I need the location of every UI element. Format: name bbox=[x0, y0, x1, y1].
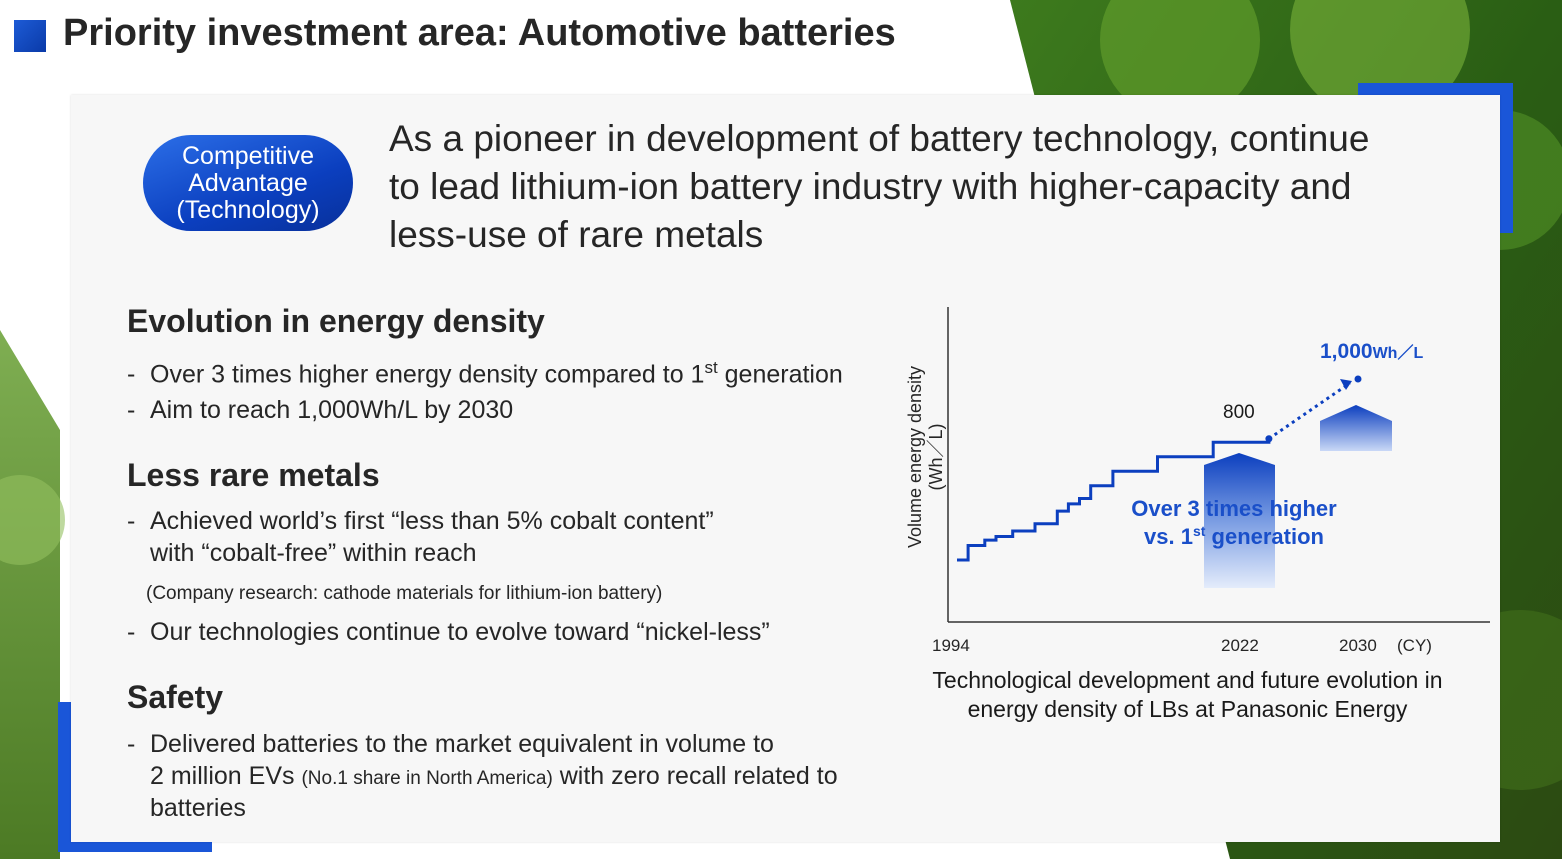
series-line-historical bbox=[957, 438, 1271, 562]
bullet-dash: - bbox=[127, 396, 136, 424]
bullet-metals-1: - Achieved world’s first “less than 5% co… bbox=[127, 505, 714, 537]
lead-line-3: less-use of rare metals bbox=[389, 214, 764, 255]
annotation-line-2: vs. 1st generation bbox=[1144, 523, 1324, 549]
bullet-metals-2-text: Our technologies continue to evolve towa… bbox=[150, 618, 770, 646]
lead-statement: As a pioneer in development of battery t… bbox=[389, 115, 1469, 259]
chart-caption-line-1: Technological development and future evo… bbox=[932, 667, 1443, 693]
y-axis-title-line-1: Volume energy density bbox=[905, 366, 925, 548]
bullet-energy-1: - Over 3 times higher energy density comp… bbox=[127, 352, 843, 390]
section-heading-rare-metals: Less rare metals bbox=[127, 457, 380, 493]
annotation-superscript: st bbox=[1193, 523, 1206, 539]
x-tick-label-1994: 1994 bbox=[932, 636, 970, 655]
annotation-line-1: Over 3 times higher bbox=[1131, 496, 1337, 521]
data-label-1000: 1,000Wh／L bbox=[1320, 340, 1423, 363]
bullet-dash: - bbox=[127, 507, 136, 535]
title-marker bbox=[14, 20, 46, 52]
data-label-800: 800 bbox=[1223, 402, 1255, 423]
bullet-energy-2: - Aim to reach 1,000Wh/L by 2030 bbox=[127, 394, 513, 426]
bullet-metals-1-line-2: with “cobalt-free” within reach bbox=[150, 539, 477, 567]
growth-arrow bbox=[1204, 453, 1275, 588]
x-tick-label-2022: 2022 bbox=[1221, 636, 1259, 655]
bullet-energy-1-text: Over 3 times higher energy density compa… bbox=[150, 360, 705, 389]
bullet-metals-1-line-1: Achieved world’s first “less than 5% cob… bbox=[150, 507, 714, 535]
data-label-1000-unit: Wh／L bbox=[1373, 344, 1424, 362]
safety-line-2-post: with zero recall related to bbox=[552, 762, 838, 790]
badge-line-3: (Technology) bbox=[176, 195, 320, 224]
research-note: (Company research: cathode materials for… bbox=[146, 583, 663, 604]
bullet-energy-2-text: Aim to reach 1,000Wh/L by 2030 bbox=[150, 396, 514, 424]
bullet-metals-2: - Our technologies continue to evolve tow… bbox=[127, 616, 770, 648]
badge-line-2: Advantage bbox=[188, 168, 308, 197]
bullet-energy-1-tail: generation bbox=[717, 360, 843, 389]
y-axis-title: Volume energy density (Wh／L) bbox=[905, 366, 946, 548]
bullet-dash: - bbox=[127, 730, 136, 758]
bullet-safety-1: - Delivered batteries to the market equiv… bbox=[127, 728, 774, 760]
data-label-1000-value: 1,000 bbox=[1320, 340, 1373, 363]
data-point-2022 bbox=[1265, 435, 1273, 443]
data-point-2030 bbox=[1354, 375, 1362, 383]
bullet-safety-1-line-2: 2 million EVs (No.1 share in North Ameri… bbox=[150, 760, 838, 795]
bullet-safety-1-line-3: batteries bbox=[150, 794, 246, 822]
badge-line-1: Competitive bbox=[182, 141, 314, 170]
bullet-dash: - bbox=[127, 618, 136, 646]
forecast-arrowhead bbox=[1340, 379, 1352, 390]
x-tick-label-2030: 2030 bbox=[1339, 636, 1377, 655]
section-heading-safety: Safety bbox=[127, 679, 224, 715]
bullet-safety-1-line-1: Delivered batteries to the market equiva… bbox=[150, 730, 774, 758]
y-axis-title-line-2: (Wh／L) bbox=[926, 424, 946, 491]
chart-series bbox=[957, 375, 1362, 562]
lead-line-2: to lead lithium-ion battery industry wit… bbox=[389, 166, 1352, 207]
target-arrow bbox=[1320, 405, 1392, 451]
safety-line-2-note: (No.1 share in North America) bbox=[301, 768, 553, 789]
page-title: Priority investment area: Automotive bat… bbox=[63, 12, 896, 54]
competitive-advantage-badge: Competitive Advantage (Technology) bbox=[143, 135, 353, 231]
superscript-st: st bbox=[704, 358, 718, 377]
chart-caption: Technological development and future evo… bbox=[915, 666, 1460, 724]
section-heading-energy-density: Evolution in energy density bbox=[127, 303, 545, 339]
safety-line-2-pre: 2 million EVs bbox=[150, 762, 302, 790]
energy-density-chart: Volume energy density (Wh／L) 1994 2022 2… bbox=[905, 307, 1490, 655]
x-axis-unit: (CY) bbox=[1397, 636, 1432, 655]
annotation-line-2-post: generation bbox=[1205, 524, 1324, 549]
lead-line-1: As a pioneer in development of battery t… bbox=[389, 118, 1370, 159]
series-line-forecast bbox=[1268, 381, 1351, 440]
chart-caption-line-2: energy density of LBs at Panasonic Energ… bbox=[967, 696, 1408, 722]
annotation-line-2-pre: vs. 1 bbox=[1144, 524, 1193, 549]
bullet-dash: - bbox=[127, 360, 136, 389]
